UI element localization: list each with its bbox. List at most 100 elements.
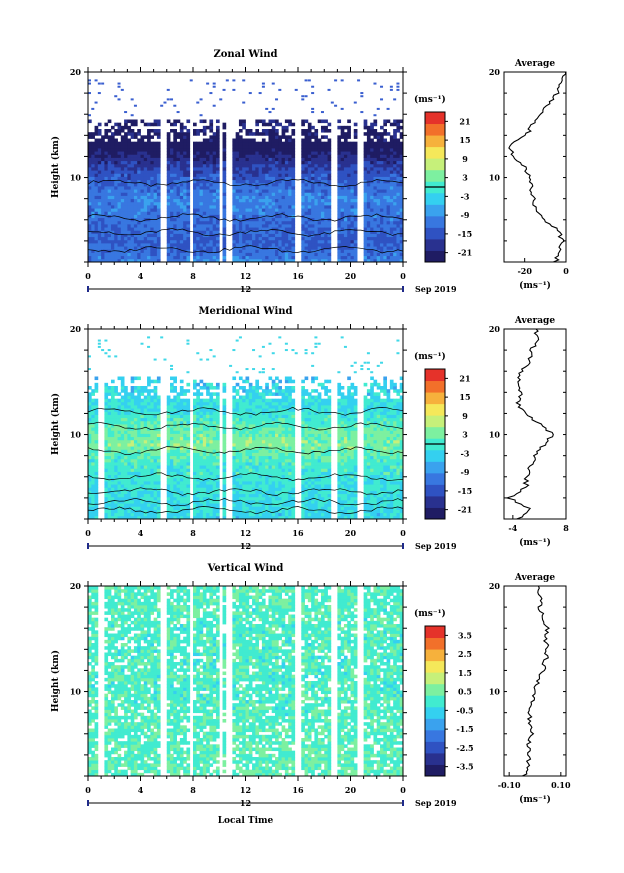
heatmap-cell (147, 154, 151, 158)
heatmap-cell (347, 217, 351, 222)
heatmap-cell (110, 411, 115, 415)
heatmap-cell (186, 129, 191, 133)
heatmap-cell (238, 252, 243, 257)
heatmap-cell (258, 198, 263, 203)
heatmap-cell (186, 487, 191, 491)
heatmap-cell (386, 230, 391, 234)
heatmap-cell (107, 236, 112, 241)
heatmap-cell (393, 189, 397, 193)
heatmap-cell (137, 217, 141, 222)
heatmap-cell (311, 132, 315, 136)
heatmap-cell (202, 125, 207, 130)
heatmap-cell (97, 82, 101, 85)
heatmap-cell (353, 258, 358, 263)
heatmap-cell (380, 98, 384, 101)
heatmap-cell (304, 211, 309, 215)
heatmap-cell (235, 258, 240, 263)
heatmap-cell (242, 79, 246, 82)
heatmap-cell (179, 230, 184, 234)
heatmap-cell (110, 452, 115, 457)
heatmap-cell (275, 160, 279, 165)
heatmap-cell (140, 487, 145, 491)
heatmap-cell (317, 173, 322, 177)
heatmap-cell (307, 217, 312, 222)
heatmap-cell (137, 376, 141, 381)
heatmap-cell (301, 176, 305, 181)
heatmap-cell (304, 214, 309, 219)
heatmap-cell (170, 471, 174, 476)
heatmap-cell (97, 239, 102, 244)
heatmap-cell (150, 170, 155, 174)
heatmap-cell (206, 249, 210, 253)
heatmap-cell (179, 471, 184, 476)
heatmap-cell (376, 138, 381, 143)
heatmap-cell (212, 198, 217, 203)
heatmap-cell (255, 163, 260, 168)
heatmap-cell (147, 493, 151, 498)
heatmap-cell (232, 88, 236, 91)
heatmap-cell (320, 252, 325, 257)
heatmap-cell (235, 182, 240, 187)
heatmap-cell (307, 192, 312, 196)
heatmap-cell (235, 151, 240, 155)
heatmap-cell (107, 500, 112, 504)
heatmap-cell (255, 252, 260, 257)
heatmap-cell (137, 157, 141, 162)
heatmap-cell (278, 173, 282, 177)
heatmap-cell (265, 246, 269, 250)
heatmap-cell (307, 243, 312, 247)
heatmap-cell (307, 214, 312, 219)
heatmap-cell (183, 389, 187, 393)
heatmap-cell (389, 205, 394, 209)
heatmap-cell (284, 220, 289, 225)
heatmap-cell (179, 214, 184, 219)
heatmap-cell (199, 506, 204, 510)
heatmap-cell (186, 214, 191, 219)
heatmap-cell (353, 239, 358, 244)
heatmap-cell (209, 160, 214, 165)
heatmap-cell (314, 135, 319, 139)
heatmap-cell (173, 503, 177, 507)
heatmap-cell (127, 179, 132, 184)
heatmap-cell (94, 224, 99, 228)
heatmap-cell (350, 186, 355, 190)
heatmap-cell (120, 217, 125, 222)
heatmap-cell (252, 151, 256, 155)
heatmap-cell (242, 230, 246, 234)
heatmap-cell (248, 208, 253, 212)
heatmap-cell (186, 157, 191, 162)
heatmap-cell (110, 420, 115, 425)
heatmap-cell (130, 148, 135, 152)
heatmap-cell (196, 477, 200, 482)
heatmap-cell (179, 401, 184, 406)
heatmap-cell (311, 217, 315, 222)
heatmap-cell (261, 160, 266, 165)
heatmap-cell (301, 160, 305, 165)
heatmap-cell (107, 424, 112, 428)
heatmap-cell (199, 433, 204, 438)
heatmap-cell (215, 125, 220, 130)
heatmap-cell (271, 151, 276, 155)
heatmap-cell (199, 255, 204, 260)
heatmap-cell (147, 506, 151, 510)
heatmap-cell (88, 148, 92, 152)
heatmap-cell (258, 163, 263, 168)
heatmap-cell (170, 401, 174, 406)
heatmap-cell (232, 176, 237, 181)
heatmap-cell (327, 230, 332, 234)
heatmap-cell (127, 430, 132, 434)
heatmap-cell (202, 129, 207, 133)
heatmap-cell (156, 201, 161, 206)
heatmap-cell (193, 246, 197, 250)
heatmap-cell (317, 186, 322, 190)
heatmap-cell (124, 167, 128, 171)
heatmap-cell (350, 208, 355, 212)
heatmap-cell (212, 243, 217, 247)
heatmap-cell (317, 148, 322, 152)
heatmap-cell (314, 151, 319, 155)
heatmap-cell (222, 236, 227, 241)
heatmap-cell (245, 170, 250, 174)
heatmap-cell (120, 211, 125, 215)
heatmap-cell (396, 233, 401, 238)
heatmap-cell (265, 170, 269, 174)
